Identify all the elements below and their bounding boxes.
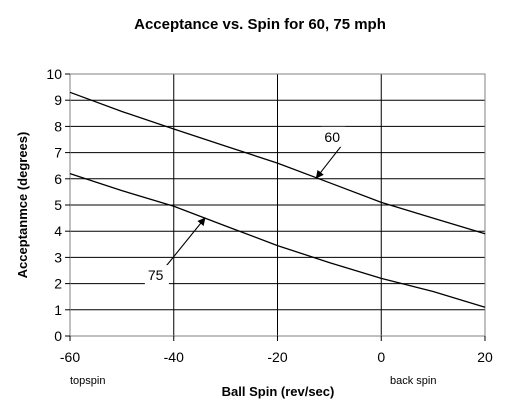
annotations: 60 75 <box>144 126 346 286</box>
series-line-75 <box>69 172 486 308</box>
y-tick-label: 5 <box>54 197 62 213</box>
series-lines <box>69 91 486 308</box>
y-tick-label: 9 <box>54 92 62 108</box>
x-tick-label: -40 <box>164 349 184 365</box>
y-tick-label: 4 <box>54 223 62 239</box>
x-tick-label: -20 <box>267 349 287 365</box>
annotation-arrow-60 <box>315 145 342 179</box>
y-tick-label: 1 <box>54 302 62 318</box>
y-tick-label: 10 <box>46 66 62 82</box>
annotation-label-bg <box>321 126 346 147</box>
x-note-back-spin: back spin <box>390 375 436 387</box>
annotation-label-bg <box>144 265 169 286</box>
x-tick-label: 20 <box>477 349 493 365</box>
x-tick-label: 0 <box>377 349 385 365</box>
annotation-label-75: 75 <box>148 267 164 283</box>
y-tick-label: 3 <box>54 249 62 265</box>
y-axis-title: Acceptanmce (degrees) <box>15 132 30 279</box>
y-tick-label: 8 <box>54 118 62 134</box>
y-tick-label: 0 <box>54 328 62 344</box>
series-line-60 <box>69 91 486 235</box>
y-axis-ticks: 0 1 2 3 4 5 6 7 8 9 10 <box>46 66 70 344</box>
y-tick-label: 2 <box>54 276 62 292</box>
chart-title: Acceptance vs. Spin for 60, 75 mph <box>134 16 386 33</box>
x-axis-ticks: -60 -40 -20 0 20 <box>60 336 493 365</box>
y-tick-label: 7 <box>54 145 62 161</box>
annotation-label-60: 60 <box>324 129 340 145</box>
x-axis-title: Ball Spin (rev/sec) <box>222 384 335 399</box>
gridlines <box>69 73 486 337</box>
x-tick-label: -60 <box>60 349 80 365</box>
y-tick-label: 6 <box>54 171 62 187</box>
annotation-arrow-75 <box>162 217 206 271</box>
x-note-topspin: topspin <box>70 375 105 387</box>
